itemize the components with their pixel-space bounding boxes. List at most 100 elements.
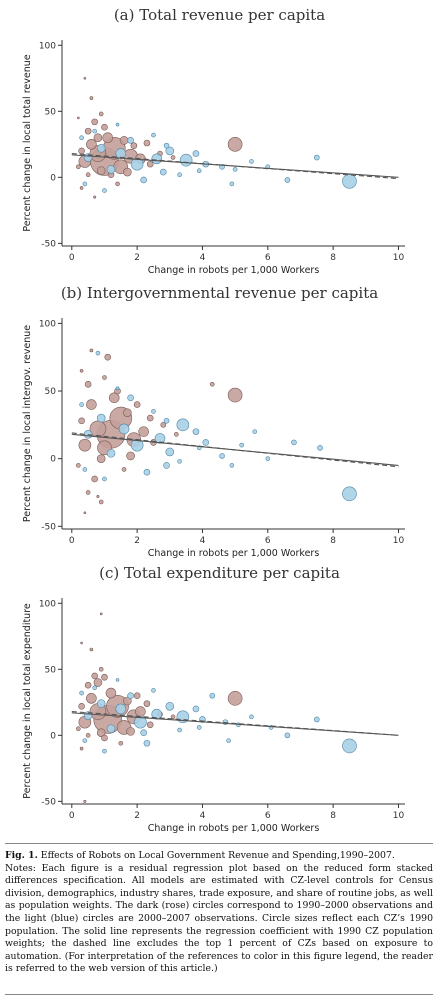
y-tick-label: 50 [45,665,57,675]
blue-point [239,442,244,448]
blue-point [179,153,193,167]
blue-point [202,439,210,446]
y-tick-label: 100 [39,319,56,329]
rose-point [91,672,98,680]
x-tick-label: 2 [134,536,140,546]
rose-point [146,721,154,729]
rose-point [143,700,151,707]
blue-point [115,386,120,391]
x-tick-label: 0 [69,811,75,821]
scatter-chart: 0 2 4 6 8 10 -50 0 50 100 Change in robots per 1,0… [22,40,405,276]
blue-point [192,428,200,435]
y-tick-label: 0 [50,455,56,465]
blue-point [151,132,156,138]
rose-point [89,348,94,353]
rose-point [104,353,112,361]
blue-point [192,150,200,157]
blue-point [265,456,271,461]
rose-point [130,142,138,149]
y-tick-label: 0 [50,173,56,183]
blue-point [140,176,147,184]
blue-point [229,463,235,468]
blue-point [249,159,254,164]
blue-point [102,748,107,754]
blue-point [106,448,116,458]
rose-point [126,451,135,461]
rose-point [135,706,146,717]
rose-point [138,426,149,437]
blue-point [209,692,216,699]
y-tick-label: 50 [45,387,57,397]
blue-point [127,137,134,144]
x-tick-label: 4 [200,811,206,821]
y-axis-label: Percent change in local intergov. revenu… [22,325,33,522]
rose-point [101,123,108,131]
rose-point [101,734,108,742]
x-tick-label: 8 [330,253,336,263]
rose-point [118,740,124,746]
chart-title: (a) Total revenue per capita [113,6,326,24]
rose-point [93,133,103,143]
blue-point [165,146,175,156]
blue-point [163,142,170,149]
blue-point [96,143,106,153]
rose-point [133,401,141,408]
rose-point [102,375,107,380]
blue-point [232,167,238,172]
y-tick-label: 50 [45,107,57,117]
rose-point [76,164,81,170]
rose-point [119,136,129,145]
blue-point [249,714,254,720]
blue-point [127,394,134,402]
rose-point [83,511,87,515]
figure-label: Fig. 1. [5,850,38,861]
rose-point [96,495,100,499]
rose-point [86,139,97,150]
rose-point [170,714,176,720]
rose-point [123,167,132,177]
rose-point [91,475,98,483]
rose-point [227,691,243,706]
rose-point [84,380,92,388]
rose-point [78,147,85,155]
blue-point [284,732,291,739]
rose-point [78,438,92,452]
blue-point [143,468,151,476]
blue-point [118,423,130,435]
rose-point [98,667,104,672]
panel-intergov-revenue: (b) Intergovernmental revenue per capita… [0,280,439,565]
blue-point [96,699,106,708]
rose-point [160,422,167,428]
rose-point [83,799,87,803]
blue-point [163,417,170,424]
blue-point [177,172,182,177]
x-tick-label: 10 [393,253,405,263]
figure-caption: Fig. 1. Effects of Robots on Local Gover… [5,850,433,976]
blue-point [196,168,202,174]
blue-point [291,439,297,446]
rose-point [84,127,92,135]
x-tick-label: 8 [330,536,336,546]
fit-line-dashed [71,153,399,180]
rose-point [80,641,83,645]
rose-point [146,160,154,168]
blue-point [140,729,147,736]
blue-point [82,181,88,187]
blue-point [163,462,170,469]
x-axis-label: Change in robots per 1,000 Workers [148,823,320,834]
rose-point [121,467,127,472]
rose-point [101,673,108,681]
blue-point [115,678,120,682]
panel-total-expenditure: (c) Total expenditure per capita 0 2 4 6 8 10… [0,560,439,838]
blue-point [177,459,182,464]
y-tick-label: 100 [39,41,56,51]
blue-point [317,445,323,451]
x-tick-label: 0 [69,536,75,546]
x-axis-label: Change in robots per 1,000 Workers [148,265,320,276]
rose-point [126,727,135,736]
rose-point [79,368,84,373]
rose-point [99,612,103,616]
blue-point [102,476,107,482]
blue-point [177,727,182,733]
rose-point [96,454,106,463]
